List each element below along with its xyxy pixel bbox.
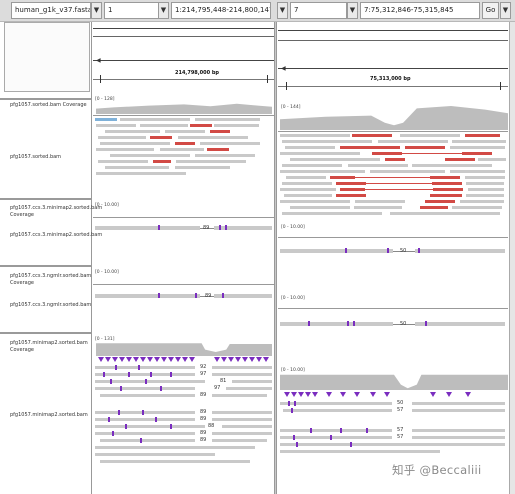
track-name-reads-1[interactable]: pfg1057.sorted.bam [10, 154, 62, 160]
insertion-marker [418, 248, 420, 253]
arrow-left-icon: ◀ [281, 65, 286, 72]
chevron-down-icon[interactable]: ▼ [347, 2, 358, 19]
chevron-down-icon[interactable]: ▼ [277, 2, 288, 19]
insertion-marker [219, 225, 221, 230]
right-locus-input[interactable]: 7:75,312,846-75,315,845 [360, 2, 480, 19]
insertion-marker [353, 321, 355, 326]
coverage-histogram [280, 106, 508, 130]
coverage-histogram [280, 374, 508, 390]
track-name-reads-3[interactable]: pfg1057.ccs.3.ngmlr.sorted.bam [10, 302, 92, 308]
track-divider [0, 332, 92, 334]
track-name-coverage-2[interactable]: pfg1057.ccs.3.minimap2.sorted.bam Covera… [10, 205, 103, 218]
track-divider [0, 265, 92, 267]
range-label: [0 - 10.00] [95, 203, 119, 208]
chevron-down-icon[interactable]: ▼ [500, 2, 511, 19]
panel-splitter[interactable] [274, 22, 277, 494]
deletion-size-label: 50 [400, 321, 407, 327]
insertion-marker [387, 248, 389, 253]
insertion-marker [225, 225, 227, 230]
insertion-marker [345, 248, 347, 253]
track-name-coverage-4[interactable]: pfg1057.minimap2.sorted.bam Coverage [10, 340, 88, 353]
insertion-marker [158, 293, 160, 298]
track-name-reads-4[interactable]: pfg1057.minimap2.sorted.bam [10, 412, 88, 418]
right-ruler-label: 75,313,000 bp [370, 76, 411, 82]
track-name-panel: pfg1057.sorted.bam Coverage pfg1057.sort… [0, 22, 103, 494]
insertion-marker [425, 321, 427, 326]
insertion-marker [308, 321, 310, 326]
range-label: [0 - 10.00] [281, 225, 305, 230]
toolbar: human_g1k_v37.fasta ▼ 1 ▼ 1:214,795,448-… [0, 0, 515, 22]
track-divider [0, 98, 92, 100]
insertion-marker [347, 321, 349, 326]
range-label: [0 - 131] [95, 337, 115, 342]
track-name-coverage-3[interactable]: pfg1057.ccs.3.ngmlr.sorted.bam Coverage [10, 273, 92, 286]
left-ruler-label: 214,798,000 bp [175, 70, 220, 76]
range-label: [0 - 10.00] [281, 368, 305, 373]
track-name-coverage-1[interactable]: pfg1057.sorted.bam Coverage [10, 102, 87, 108]
go-button[interactable]: Go [482, 2, 499, 19]
range-label: [0 - 144] [281, 105, 301, 110]
genome-dropdown[interactable]: human_g1k_v37.fasta [11, 2, 91, 19]
deletion-size-label: 89 [205, 293, 212, 299]
range-label: [0 - 10.00] [281, 296, 305, 301]
deletion-size-label: 50 [400, 248, 407, 254]
track-name-reads-2[interactable]: pfg1057.ccs.3.minimap2.sorted.bam [10, 232, 103, 238]
range-label: [0 - 128] [95, 97, 115, 102]
left-chromosome-dropdown[interactable]: 1 [104, 2, 161, 19]
coverage-histogram [96, 103, 272, 114]
insertion-marker [195, 293, 197, 298]
left-locus-input[interactable]: 1:214,795,448-214,800,147 [171, 2, 271, 19]
watermark: 知乎 @Beccaliii [392, 463, 482, 477]
deletion-size-label: 89 [203, 225, 210, 231]
range-label: [0 - 10.00] [95, 270, 119, 275]
track-divider [0, 198, 92, 200]
chevron-down-icon[interactable]: ▼ [158, 2, 169, 19]
chevron-down-icon[interactable]: ▼ [91, 2, 102, 19]
insertion-marker [158, 225, 160, 230]
arrow-left-icon: ◀ [96, 57, 101, 64]
right-chromosome-dropdown[interactable]: 7 [290, 2, 347, 19]
left-ruler: ◀ 214,798,000 bp [93, 22, 274, 92]
insertion-marker [222, 293, 224, 298]
right-ruler: ◀ 75,313,000 bp [278, 22, 508, 97]
coverage-histogram [96, 343, 272, 356]
vertical-scrollbar[interactable] [509, 22, 515, 494]
ideogram-area [4, 22, 90, 92]
